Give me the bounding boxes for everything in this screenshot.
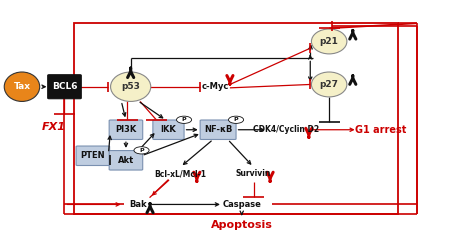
Text: P: P bbox=[139, 148, 144, 153]
Circle shape bbox=[176, 116, 191, 123]
Text: P: P bbox=[234, 117, 238, 122]
Text: Bcl-xL/Mcl-1: Bcl-xL/Mcl-1 bbox=[154, 169, 206, 178]
Text: FX1: FX1 bbox=[42, 122, 65, 132]
Ellipse shape bbox=[311, 72, 347, 97]
Text: PTEN: PTEN bbox=[81, 151, 105, 160]
Text: FX1: FX1 bbox=[0, 230, 1, 231]
Ellipse shape bbox=[4, 72, 40, 101]
Text: BCL6: BCL6 bbox=[52, 82, 77, 91]
Circle shape bbox=[228, 116, 244, 123]
Text: Akt: Akt bbox=[118, 156, 134, 165]
Text: Bak: Bak bbox=[129, 200, 146, 209]
Text: IKK: IKK bbox=[161, 125, 176, 134]
FancyBboxPatch shape bbox=[48, 75, 81, 99]
Text: p27: p27 bbox=[319, 80, 338, 89]
FancyBboxPatch shape bbox=[153, 120, 184, 140]
Text: NF-κB: NF-κB bbox=[204, 125, 232, 134]
Text: Tax: Tax bbox=[13, 82, 30, 91]
Text: p53: p53 bbox=[121, 82, 140, 91]
Text: p21: p21 bbox=[320, 37, 338, 46]
Text: c-Myc: c-Myc bbox=[202, 82, 229, 91]
FancyBboxPatch shape bbox=[109, 151, 143, 170]
Ellipse shape bbox=[110, 72, 151, 101]
Bar bbox=[74, 23, 398, 213]
FancyBboxPatch shape bbox=[109, 120, 143, 140]
Text: Apoptosis: Apoptosis bbox=[211, 220, 273, 230]
Text: PI3K: PI3K bbox=[115, 125, 137, 134]
FancyBboxPatch shape bbox=[76, 146, 109, 165]
Circle shape bbox=[134, 147, 149, 154]
FancyBboxPatch shape bbox=[200, 120, 236, 140]
Text: G1 arrest: G1 arrest bbox=[356, 125, 407, 135]
Text: CDK4/Cyclin D2: CDK4/Cyclin D2 bbox=[253, 125, 319, 134]
Text: Caspase: Caspase bbox=[222, 200, 261, 209]
Text: P: P bbox=[182, 117, 186, 122]
Text: Survivin: Survivin bbox=[236, 169, 271, 178]
Ellipse shape bbox=[311, 29, 347, 54]
